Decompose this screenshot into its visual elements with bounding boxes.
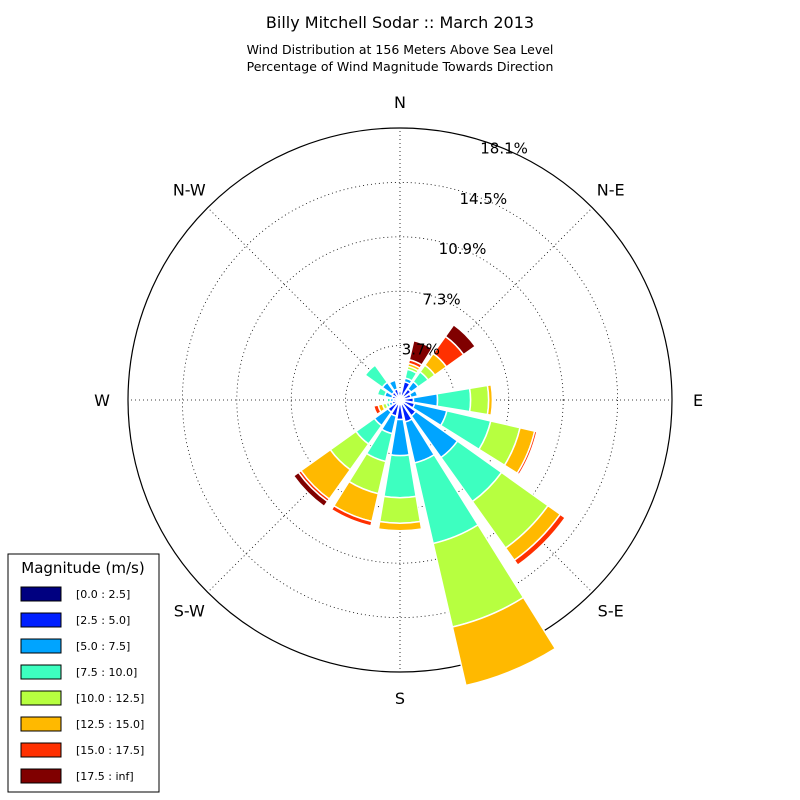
grid-circle [236, 236, 564, 564]
radial-tick-label: 14.5% [459, 190, 507, 208]
direction-label: E [693, 391, 703, 410]
legend-label: [10.0 : 12.5] [76, 692, 144, 705]
legend-swatch [20, 638, 62, 654]
direction-label: N-E [597, 180, 625, 199]
legend-swatch [20, 716, 62, 732]
direction-label: N-W [173, 180, 206, 199]
radial-tick-label: 3.7% [402, 341, 440, 359]
bar-segment [378, 495, 422, 524]
radial-tick-label: 10.9% [439, 240, 487, 258]
grid-circle [181, 181, 619, 619]
direction-labels: N N-E E S-E S S-W W N-W [94, 93, 703, 708]
chart-subtitle-line-2: Percentage of Wind Magnitude Towards Dir… [247, 59, 554, 74]
legend-swatch [20, 768, 62, 784]
bar-segment [377, 520, 423, 532]
polar-grid [127, 127, 673, 673]
chart-title: Billy Mitchell Sodar :: March 2013 [266, 13, 534, 32]
radial-tick-labels: 3.7% 7.3% 10.9% 14.5% 18.1% [402, 140, 528, 359]
legend-label: [5.0 : 7.5] [76, 640, 130, 653]
bar-segment [486, 383, 494, 417]
bar-segment [408, 339, 434, 366]
radial-tick-label: 18.1% [480, 140, 528, 158]
bar-segment [330, 504, 373, 527]
legend-swatch [20, 690, 62, 706]
legend-items: [0.0 : 2.5] [2.5 : 5.0] [5.0 : 7.5] [7.5 : … [20, 586, 144, 784]
radial-tick-label: 7.3% [423, 291, 461, 309]
grid-circle [127, 127, 673, 673]
bar-segment [386, 397, 392, 403]
direction-label: S-E [598, 602, 624, 621]
direction-label: W [94, 391, 110, 410]
legend-title: Magnitude (m/s) [21, 559, 144, 577]
bar-segment [468, 384, 490, 416]
legend: Magnitude (m/s) [0.0 : 2.5] [2.5 : 5.0] [5… [7, 553, 160, 793]
direction-label: N [394, 93, 406, 112]
legend-swatch [20, 586, 62, 602]
legend-label: [17.5 : inf] [76, 770, 134, 783]
legend-swatch [20, 742, 62, 758]
legend-label: [15.0 : 17.5] [76, 744, 144, 757]
legend-label: [2.5 : 5.0] [76, 614, 130, 627]
bar-segment [292, 471, 329, 508]
direction-label: S [395, 689, 405, 708]
bar-segment [444, 323, 477, 356]
bar-segment [513, 513, 567, 567]
bar-segment [372, 404, 382, 416]
legend-label: [0.0 : 2.5] [76, 588, 130, 601]
legend-label: [12.5 : 15.0] [76, 718, 144, 731]
legend-label: [7.5 : 10.0] [76, 666, 137, 679]
legend-swatch [20, 664, 62, 680]
bar-segment [383, 453, 417, 499]
bar-segment [388, 379, 399, 392]
bar-segment [516, 430, 538, 476]
bar-segment [376, 386, 388, 398]
legend-swatch [20, 612, 62, 628]
bar-segment [451, 596, 557, 687]
bar-segment [364, 364, 389, 389]
direction-label: S-W [174, 602, 205, 621]
bar-segment [408, 389, 419, 399]
bar-segment [436, 387, 472, 413]
rose-bars [292, 323, 567, 687]
chart-subtitle-line-1: Wind Distribution at 156 Meters Above Se… [247, 42, 554, 57]
